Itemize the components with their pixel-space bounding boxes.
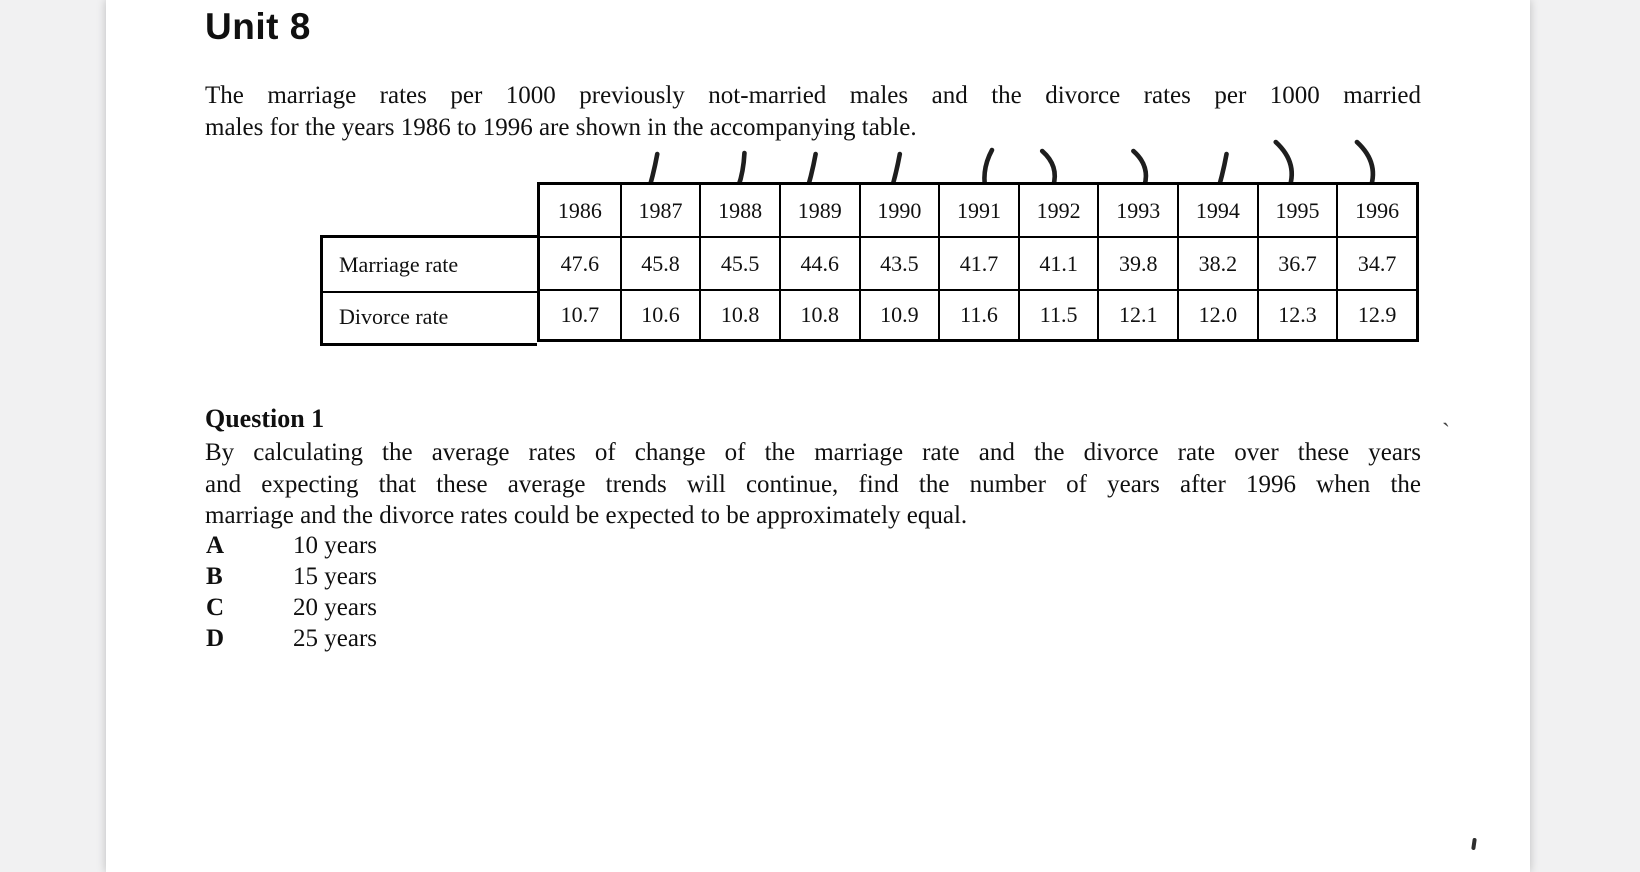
answer-options: A 10 years B 15 years C 20 years D 25 years [206, 530, 377, 655]
year-header-cell: 1995 [1256, 185, 1337, 236]
rate-value-cell: 11.6 [938, 289, 1018, 339]
rate-value-cell: 10.7 [540, 289, 620, 339]
option-text: 25 years [293, 625, 377, 653]
scanned-document-page: Unit 8 The marriage rates per 1000 previ… [106, 0, 1530, 872]
year-header-cell: 1990 [858, 185, 939, 236]
question-line-1: By calculating the average rates of chan… [205, 439, 1421, 466]
rate-value-cell: 12.3 [1256, 289, 1337, 339]
rate-value-cell: 43.5 [858, 236, 939, 289]
intro-line-2: males for the years 1986 to 1996 are sho… [205, 114, 917, 141]
rate-value-cell: 45.5 [699, 236, 779, 289]
rate-value-cell: 12.1 [1097, 289, 1178, 339]
row-label-cell: Marriage rate [339, 251, 459, 277]
question-heading: Question 1 [205, 404, 325, 433]
option-row-C: C 20 years [206, 592, 377, 623]
option-letter: B [206, 562, 223, 590]
question-line-3: marriage and the divorce rates could be … [205, 502, 968, 529]
year-header-cell: 1988 [699, 185, 779, 236]
year-header-cell: 1994 [1177, 185, 1257, 236]
question-line-2: and expecting that these average trends … [205, 470, 1421, 498]
intro-line-1: The marriage rates per 1000 previously n… [205, 82, 1421, 109]
rate-value-cell: 41.7 [938, 236, 1018, 289]
rate-value-cell: 10.8 [778, 289, 859, 339]
option-text: 10 years [293, 531, 377, 559]
year-header-cell: 1986 [557, 197, 602, 223]
option-letter: D [206, 625, 225, 653]
rate-value-cell: 36.7 [1256, 236, 1337, 289]
rate-value-cell: 12.0 [1177, 289, 1257, 339]
scan-speck [1471, 837, 1477, 851]
rate-value-cell: 34.7 [1336, 236, 1416, 289]
option-letter: A [206, 531, 225, 559]
rate-value-cell: 12.9 [1336, 289, 1416, 339]
year-header-cell: 1992 [1017, 185, 1098, 236]
rate-value-cell: 38.2 [1177, 236, 1257, 289]
intro-paragraph: The marriage rates per 1000 previously n… [205, 80, 1421, 144]
rate-value-cell: 45.8 [619, 236, 700, 289]
rate-value-cell: 39.8 [1097, 236, 1178, 289]
option-text: 15 years [293, 562, 377, 590]
rates-table-grid: 1986 1987 1988 1989 1990 1991 1992 1993 1994 1995… [537, 182, 1419, 342]
year-header-cell: 1991 [938, 185, 1018, 236]
year-header-cell: 1987 [619, 185, 700, 236]
question-text: By calculating the average rates of chan… [205, 437, 1421, 532]
rate-value-cell: 10.6 [619, 289, 700, 339]
rate-value-cell: 41.1 [1017, 236, 1098, 289]
option-row-D: D 25 years [206, 624, 377, 655]
rate-value-cell: 11.5 [1017, 289, 1098, 339]
option-letter: C [206, 593, 225, 621]
unit-title: Unit 8 [205, 6, 311, 47]
rate-value-cell: 44.6 [778, 236, 859, 289]
option-row-B: B 15 years [206, 561, 377, 592]
rate-value-cell: 10.9 [858, 289, 939, 339]
option-text: 20 years [293, 593, 377, 621]
year-header-cell: 1996 [1336, 185, 1416, 236]
row-label-cell: Divorce rate [323, 291, 537, 341]
rate-value-cell: 47.6 [540, 236, 620, 289]
rate-value-cell: 10.8 [699, 289, 779, 339]
scan-stray-mark: ` [1442, 420, 1450, 446]
year-header-cell: 1993 [1097, 185, 1177, 236]
option-row-A: A 10 years [206, 530, 377, 561]
year-header-cell: 1989 [778, 185, 859, 236]
rates-table-labels: Marriage rate Divorce rate [320, 235, 537, 346]
